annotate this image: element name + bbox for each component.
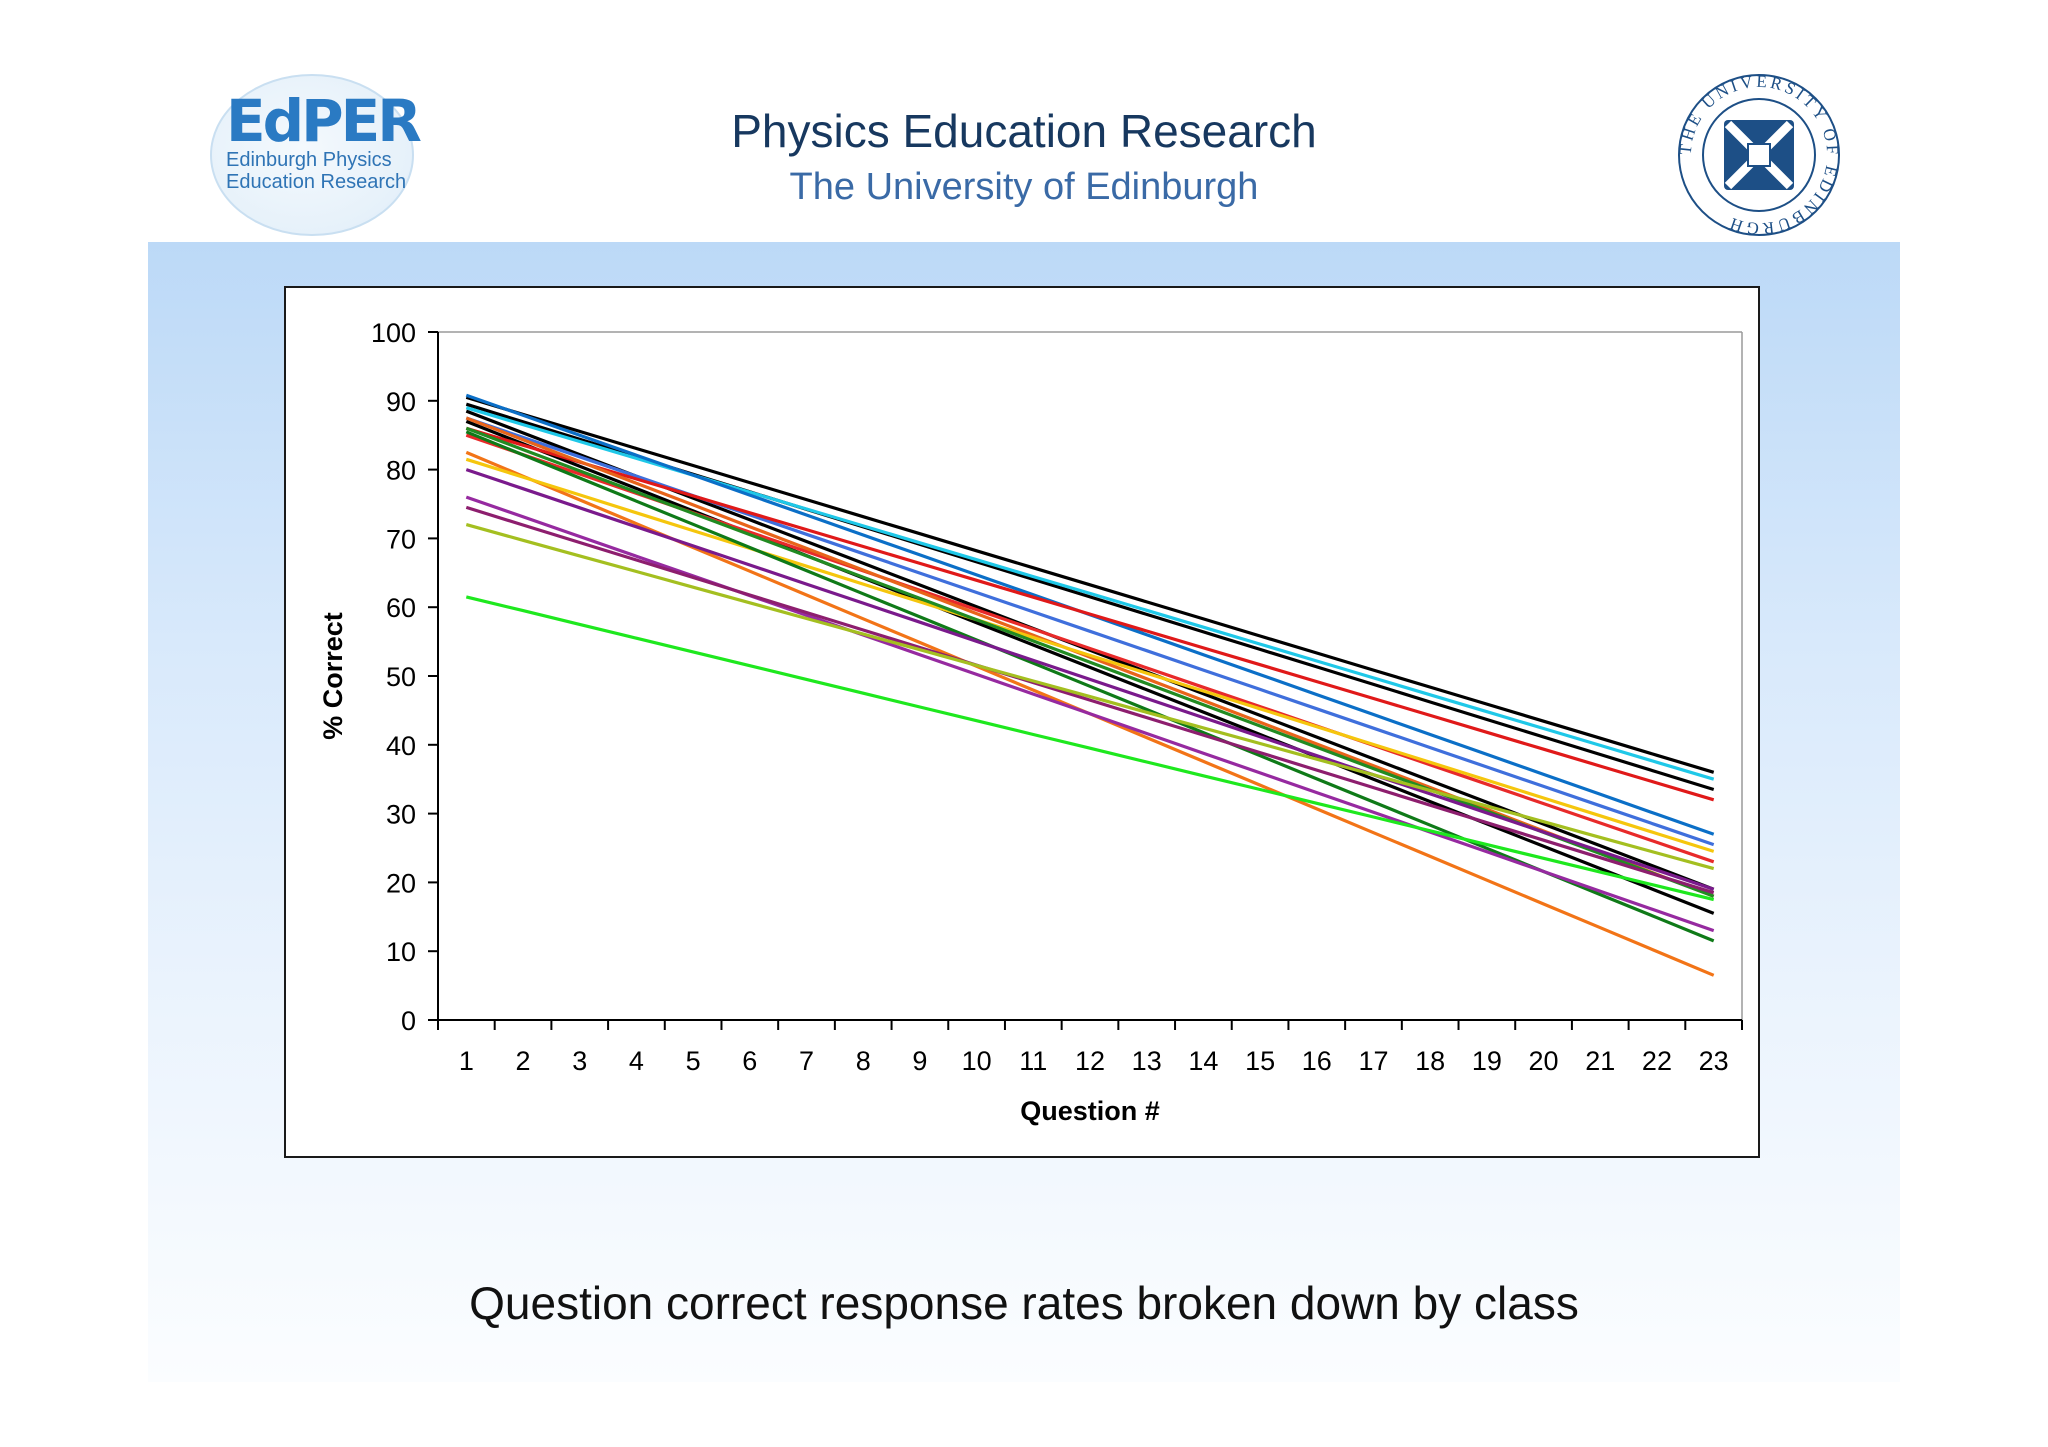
- y-tick-label: 60: [386, 593, 416, 623]
- series-line-19: [465, 595, 1715, 902]
- y-tick-label: 80: [386, 456, 416, 486]
- x-axis-label: Question #: [1020, 1096, 1160, 1126]
- x-tick-label: 10: [962, 1046, 992, 1076]
- series-line-4: [465, 419, 1715, 915]
- x-tick-label: 9: [912, 1046, 927, 1076]
- x-tick-label: 4: [629, 1046, 644, 1076]
- y-tick-label: 0: [401, 1006, 416, 1036]
- x-tick-label: 20: [1529, 1046, 1559, 1076]
- x-tick-label: 7: [799, 1046, 814, 1076]
- y-tick-label: 70: [386, 524, 416, 554]
- x-tick-label: 18: [1415, 1046, 1445, 1076]
- university-seal-logo: THE UNIVERSITY OF EDINBURGH: [1676, 72, 1842, 238]
- series-line-8: [465, 426, 1715, 802]
- x-tick-label: 12: [1075, 1046, 1105, 1076]
- logo-circle: [210, 74, 414, 236]
- series-line-17: [465, 505, 1715, 895]
- x-tick-label: 11: [1019, 1046, 1047, 1076]
- series-line-10: [465, 416, 1715, 898]
- y-tick-label: 90: [386, 387, 416, 417]
- logo-subtitle-line2: Education Research: [226, 171, 407, 193]
- seal-graphic: THE UNIVERSITY OF EDINBURGH: [1676, 72, 1840, 238]
- x-tick-label: 8: [856, 1046, 871, 1076]
- y-axis-label: % Correct: [318, 612, 348, 740]
- chart-frame: 0 10 20 30 40 50 60 70 80 90 100 1 2 3 4 5 6 7 8 9 10 11 12 13 1…: [284, 286, 1760, 1158]
- series-line-15: [465, 468, 1715, 891]
- logo-wordmark: EdPER: [226, 87, 422, 155]
- x-tick-label: 21: [1585, 1046, 1615, 1076]
- x-tick-label: 5: [686, 1046, 701, 1076]
- series-line-16: [465, 495, 1715, 933]
- series-line-12: [465, 457, 1715, 853]
- page-title: Physics Education Research: [731, 105, 1317, 157]
- x-tick-label: 14: [1188, 1046, 1218, 1076]
- series-line-14: [465, 430, 1715, 943]
- x-tick-label: 15: [1245, 1046, 1275, 1076]
- x-tick-label: 23: [1699, 1046, 1729, 1076]
- logo-subtitle-line1: Edinburgh Physics: [226, 149, 392, 171]
- x-tick-label: 6: [742, 1046, 757, 1076]
- y-tick-label: 30: [386, 800, 416, 830]
- y-tick-label: 20: [386, 868, 416, 898]
- series-line-7: [465, 416, 1715, 847]
- page-subtitle: The University of Edinburgh: [789, 166, 1259, 208]
- x-tick-label: 16: [1302, 1046, 1332, 1076]
- y-tick-label: 100: [371, 318, 416, 348]
- x-tick-label: 19: [1472, 1046, 1502, 1076]
- x-tick-label: 2: [516, 1046, 531, 1076]
- edper-logo: EdPER Edinburgh Physics Education Resear…: [208, 72, 422, 236]
- y-tick-label: 40: [386, 731, 416, 761]
- slide-caption: Question correct response rates broken d…: [469, 1277, 1579, 1329]
- x-tick-label: 22: [1642, 1046, 1672, 1076]
- x-tick-label: 17: [1358, 1046, 1388, 1076]
- y-tick-label: 50: [386, 662, 416, 692]
- x-tick-label: 1: [459, 1046, 474, 1076]
- x-tick-label: 13: [1132, 1046, 1162, 1076]
- series-line-18: [465, 523, 1715, 871]
- series-line-1: [465, 395, 1715, 774]
- y-tick-label: 10: [386, 937, 416, 967]
- x-tick-label: 3: [572, 1046, 587, 1076]
- series-line-5: [465, 406, 1715, 781]
